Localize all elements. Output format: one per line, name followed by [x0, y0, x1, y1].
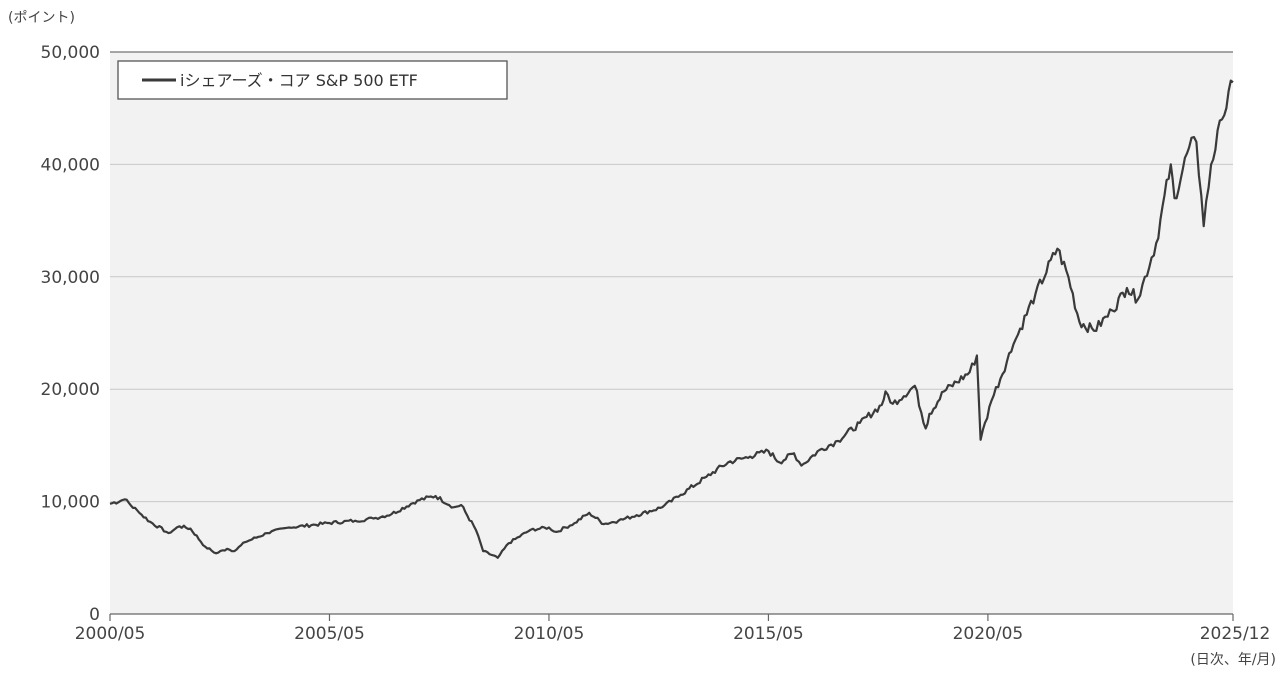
- y-axis-unit-label: (ポイント): [8, 10, 75, 26]
- x-tick-label: 2025/12: [1200, 624, 1271, 644]
- y-axis-ticks: 0 10,000 20,000 30,000 40,000 50,000: [41, 43, 100, 625]
- x-axis-ticks: 2000/05 2005/05 2010/05 2015/05 2020/05 2025/…: [75, 614, 1271, 644]
- x-tick-label: 2010/05: [514, 624, 585, 644]
- y-tick-label: 20,000: [41, 380, 100, 400]
- legend: iシェアーズ・コア S&P 500 ETF: [117, 60, 508, 100]
- legend-label: iシェアーズ・コア S&P 500 ETF: [180, 71, 418, 90]
- y-tick-label: 10,000: [41, 493, 100, 513]
- y-tick-label: 40,000: [41, 155, 100, 175]
- x-axis-unit-label: (日次、年/月): [1190, 652, 1276, 668]
- legend-box: [117, 60, 508, 100]
- x-tick-label: 2015/05: [733, 624, 804, 644]
- y-tick-label: 0: [89, 605, 100, 625]
- x-tick-label: 2005/05: [294, 624, 365, 644]
- y-tick-label: 50,000: [41, 43, 100, 63]
- y-tick-label: 30,000: [41, 268, 100, 288]
- plot-area: [110, 52, 1233, 614]
- x-tick-label: 2020/05: [953, 624, 1024, 644]
- x-tick-label: 2000/05: [75, 624, 146, 644]
- gridlines: [110, 51, 1233, 615]
- series-line: [109, 79, 1234, 559]
